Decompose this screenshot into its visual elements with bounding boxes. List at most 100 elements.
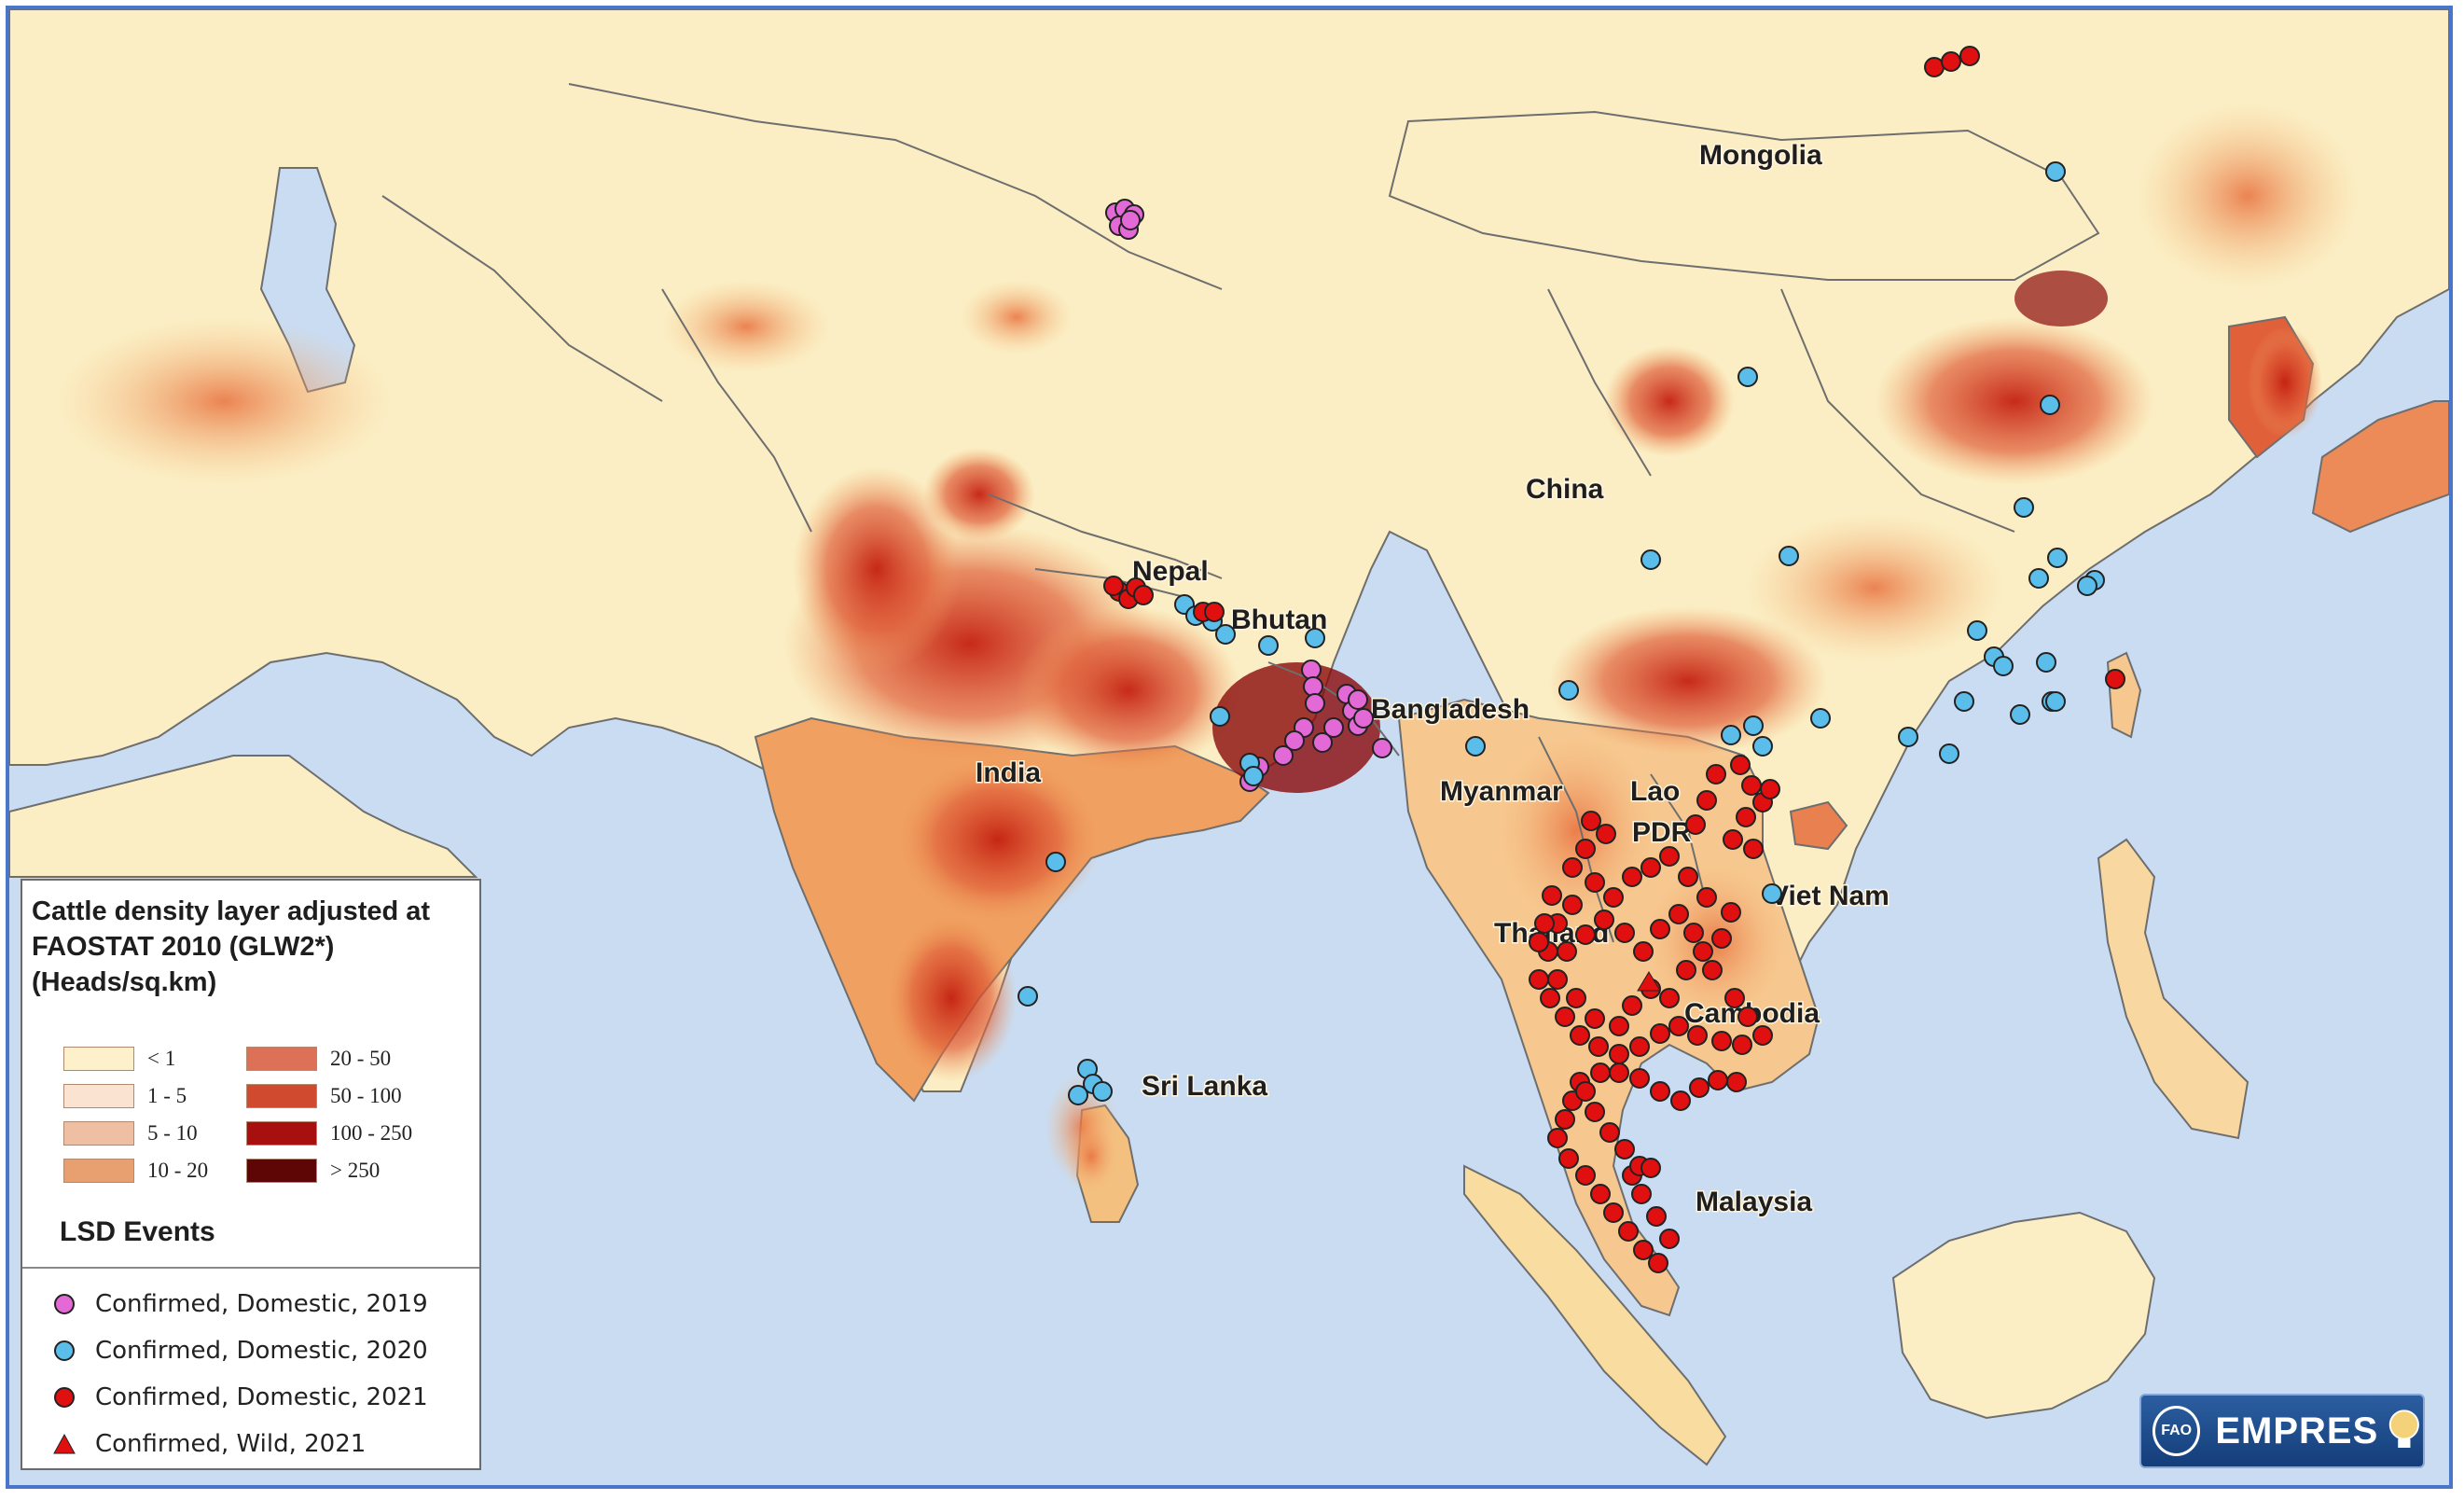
event-wild-2021-marker [1637,971,1661,992]
event-2019-marker [1353,708,1374,729]
landmass-sumatra [1463,1164,1727,1466]
event-2021-marker [1622,867,1642,887]
event-2021-marker [1558,1148,1579,1169]
event-2021-marker [1732,1035,1752,1055]
event-2021-marker [1659,988,1680,1008]
event-2021-marker [1555,1109,1575,1130]
event-2021-marker [1737,1007,1758,1027]
event-2021-marker [1562,895,1583,915]
event-2021-marker [1603,887,1624,908]
label-viet-nam: Viet Nam [1770,881,1890,911]
empres-logo-text: EMPRES [2215,1410,2379,1451]
event-2021-marker [1702,960,1723,980]
event-2019-marker [1301,660,1322,680]
legend-event-2019: Confirmed, Domestic, 2019 [50,1285,428,1323]
event-2021-marker [1599,1122,1620,1143]
event-2021-marker [1609,1062,1629,1083]
event-2021-marker [1540,988,1560,1008]
label-china: China [1526,474,1604,505]
event-2020-marker [1954,691,1974,712]
event-2021-marker [1588,1036,1609,1057]
landmass-hainan [1789,800,1848,851]
event-2021-marker [1622,995,1642,1016]
legend-class-4: 10 - 20 [63,1157,208,1185]
event-2021-marker [1529,932,1549,952]
event-2019-marker [1312,732,1333,753]
event-2021-marker [1633,941,1654,962]
event-2019-marker [1305,693,1325,714]
label-lao: Lao [1630,776,1680,807]
event-2020-marker [1210,706,1230,727]
event-2021-marker [1590,1184,1611,1204]
legend-swatch [63,1047,134,1071]
event-2020-marker [1810,708,1831,729]
event-2021-marker [1685,814,1706,835]
legend-event-label: Confirmed, Wild, 2021 [95,1430,367,1458]
red-circle-icon [50,1383,78,1411]
legend-event-label: Confirmed, Domestic, 2020 [95,1337,428,1365]
event-2019-marker [1372,738,1392,758]
event-2020-marker [2045,161,2066,182]
event-2020-marker [1737,367,1758,387]
legend-event-2021: Confirmed, Domestic, 2021 [50,1379,428,1416]
event-2021-marker [1730,755,1751,775]
legend-class-1: < 1 [63,1045,175,1073]
event-2021-marker [1668,904,1689,924]
legend-class-6: 50 - 100 [246,1082,402,1110]
legend-swatch [63,1121,134,1146]
event-2020-marker [2010,704,2030,725]
event-2019-marker [1273,745,1294,766]
event-2020-marker [1215,624,1236,645]
event-2021-marker [1596,824,1616,844]
event-2021-marker [1670,1090,1691,1111]
event-2020-marker [1558,680,1579,701]
legend-class-5: 20 - 50 [246,1045,391,1073]
event-2020-marker [1305,628,1325,648]
event-2021-marker [1640,857,1661,878]
event-2021-marker [1668,1016,1689,1036]
event-2020-marker [1752,736,1773,757]
event-2020-marker [2047,548,2068,568]
event-2021-marker [1736,807,1756,827]
event-2021-marker [1752,1025,1773,1046]
event-2020-marker [1762,883,1782,904]
event-2021-marker [1570,1025,1590,1046]
event-2021-marker [1959,46,1980,66]
events-title: LSD Events [60,1216,215,1247]
event-2020-marker [1068,1085,1088,1105]
event-2021-marker [1557,941,1577,962]
event-2021-marker [1659,1229,1680,1249]
event-2021-marker [1646,1206,1667,1227]
event-2020-marker [2045,691,2066,712]
event-2021-marker [1640,1158,1661,1178]
event-2021-marker [1585,1008,1605,1029]
event-2021-marker [1629,1036,1650,1057]
legend-event-label: Confirmed, Domestic, 2021 [95,1383,428,1411]
event-2020-marker [1898,727,1918,747]
event-2021-marker [1534,913,1555,934]
lightbulb-icon [2389,1410,2420,1448]
event-2019-marker [1323,717,1344,738]
legend-swatch [246,1159,317,1183]
event-2021-marker [1689,1077,1710,1098]
landmass-arabia [9,755,478,878]
legend-swatch [246,1084,317,1108]
event-2021-marker [1562,857,1583,878]
legend-class-label: > 250 [330,1159,381,1182]
legend-swatch [63,1084,134,1108]
event-2021-marker [1529,969,1549,990]
legend-event-wild-2021: Confirmed, Wild, 2021 [50,1425,366,1463]
event-2021-marker [1678,867,1698,887]
label-pdr: PDR [1632,817,1692,848]
label-mongolia: Mongolia [1699,140,1822,171]
landmass-japan [2311,400,2449,534]
event-2021-marker [1547,969,1568,990]
event-2020-marker [1779,546,1799,566]
event-2021-marker [1941,51,1961,72]
empres-logo: FAO EMPRES [2139,1394,2425,1468]
legend-class-label: 20 - 50 [330,1047,392,1070]
event-2020-marker [1721,725,1741,745]
event-2021-marker [1204,602,1225,622]
event-2021-marker [1650,1081,1670,1102]
label-bangladesh: Bangladesh [1371,694,1530,725]
